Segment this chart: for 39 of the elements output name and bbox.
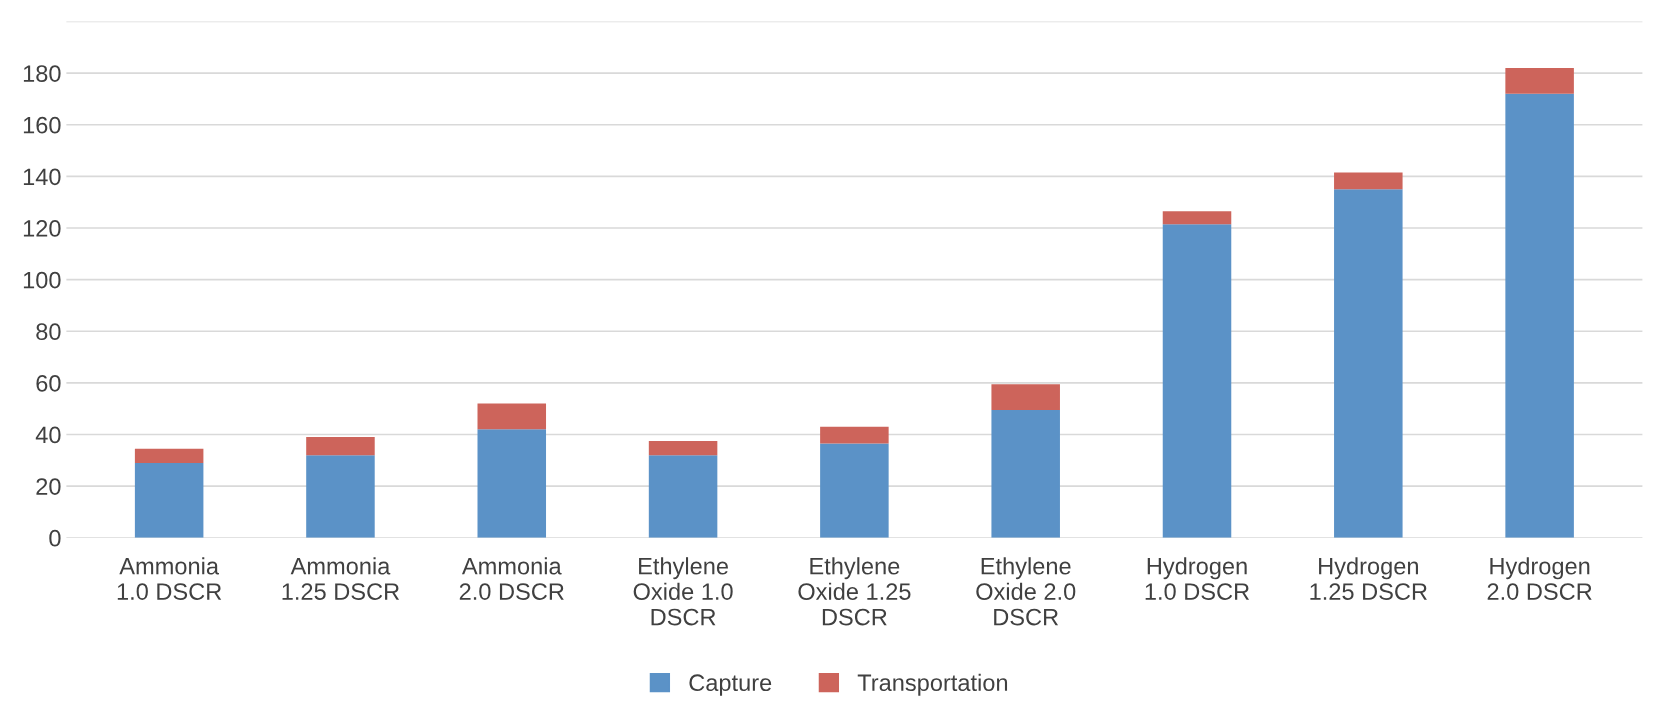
x-tick-label: Ammonia 1.25 DSCR <box>282 557 400 600</box>
bar <box>477 403 547 430</box>
bar <box>134 448 204 463</box>
y-tick-label: 60 <box>36 374 61 392</box>
bar <box>134 462 204 538</box>
y-tick-label: 120 <box>23 220 61 237</box>
x-tick-label: Ammonia 1.0 DSCR <box>117 557 222 600</box>
bar <box>306 437 375 456</box>
bar <box>1505 93 1574 538</box>
legend-label: Transportation <box>857 673 1008 696</box>
x-tick-label: Hydrogen 1.0 DSCR <box>1145 557 1250 600</box>
bar <box>991 409 1060 538</box>
x-tick-label: Ethylene Oxide 2.0 DSCR <box>976 557 1076 626</box>
bar <box>306 455 375 538</box>
x-tick-label: Ethylene Oxide 1.25 DSCR <box>798 557 911 626</box>
x-tick-label: Ethylene Oxide 1.0 DSCR <box>633 557 733 626</box>
y-tick-label: 0 <box>49 529 61 547</box>
bar <box>1334 189 1403 538</box>
bar <box>1505 67 1574 94</box>
y-tick-label: 180 <box>23 65 61 82</box>
bar <box>1162 224 1232 538</box>
bar <box>1334 172 1403 190</box>
bar <box>648 440 718 456</box>
y-tick-label: 140 <box>23 168 61 186</box>
bar <box>820 426 889 444</box>
legend-label: Capture <box>689 674 772 696</box>
bar <box>648 455 718 538</box>
y-tick-label: 160 <box>23 116 61 134</box>
bar <box>477 429 547 538</box>
y-tick-label: 80 <box>36 323 61 341</box>
y-tick-label: 20 <box>36 478 61 495</box>
x-tick-label: Ammonia 2.0 DSCR <box>459 557 564 600</box>
y-tick-label: 100 <box>23 271 61 289</box>
y-tick-label: 40 <box>35 426 61 444</box>
bar <box>820 443 889 538</box>
bar <box>1162 211 1232 225</box>
bar <box>991 384 1060 410</box>
x-tick-label: Hydrogen 1.25 DSCR <box>1310 557 1427 600</box>
x-tick-label: Hydrogen 2.0 DSCR <box>1487 557 1592 600</box>
